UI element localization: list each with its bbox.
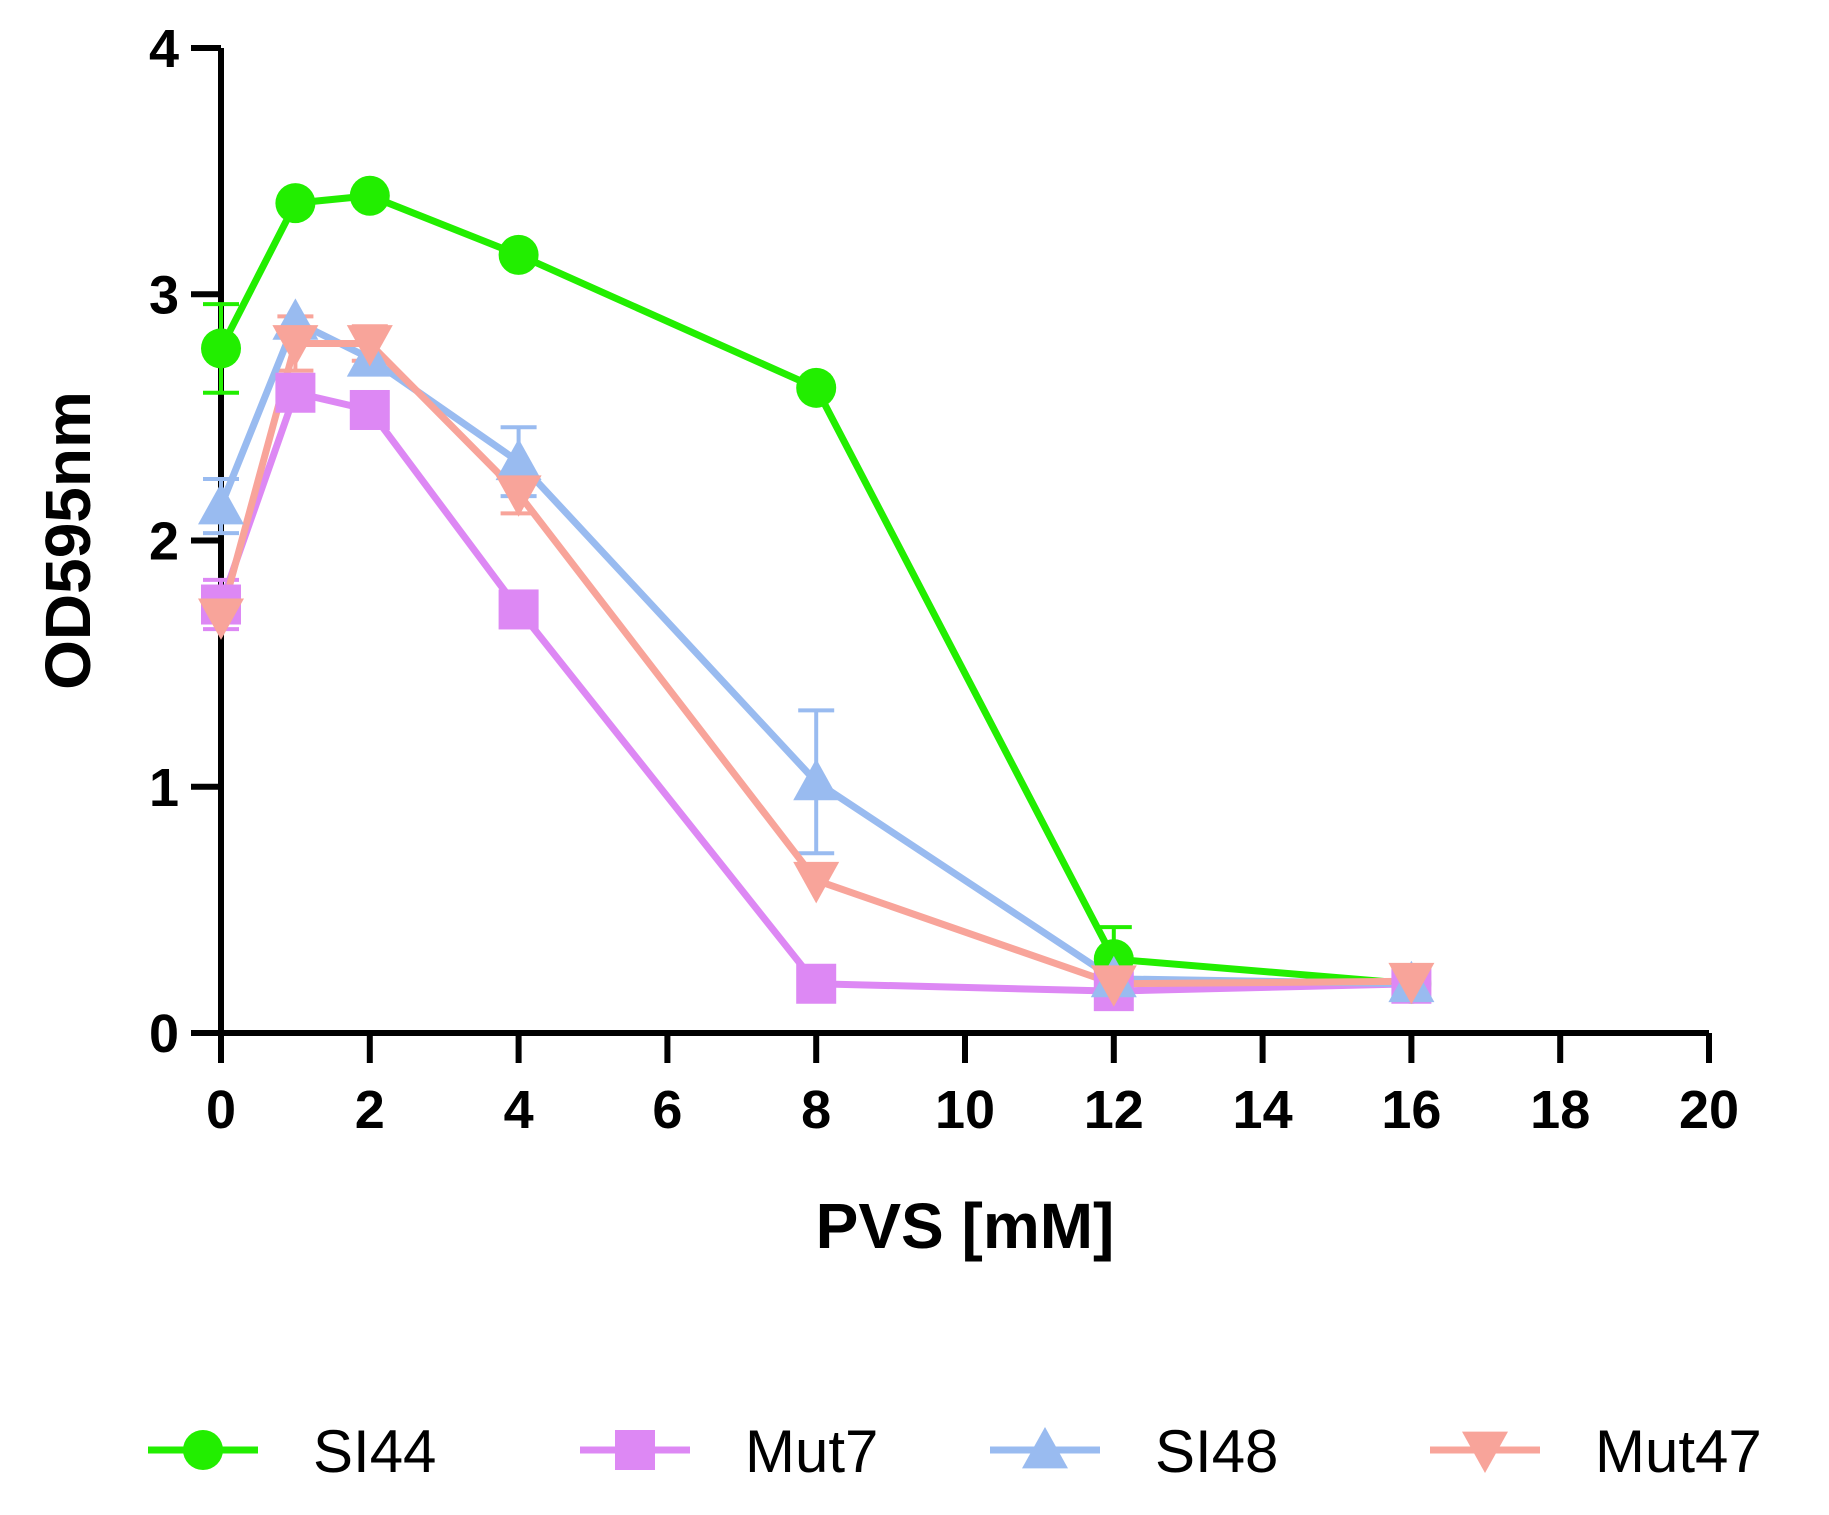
- x-tick-label: 2: [355, 1080, 385, 1140]
- data-point-si44: [796, 367, 837, 408]
- legend-label-mut7: Mut7: [745, 1418, 878, 1485]
- y-tick-label: 4: [149, 19, 179, 79]
- legend-label-mut47: Mut47: [1595, 1418, 1762, 1485]
- legend-marker-mut47: [1462, 1431, 1508, 1473]
- x-axis-title: PVS [mM]: [816, 1190, 1115, 1262]
- data-point-mut47: [346, 325, 393, 367]
- x-tick-label: 6: [652, 1080, 682, 1140]
- data-point-si44: [275, 183, 316, 224]
- legend-label-si44: SI44: [313, 1418, 436, 1485]
- x-tick-label: 12: [1084, 1080, 1144, 1140]
- data-point-mut47: [1388, 962, 1435, 1005]
- data-point-mut47: [495, 475, 542, 517]
- data-point-mut7: [498, 589, 539, 630]
- legend-marker-mut7: [615, 1430, 655, 1470]
- legend: SI44 Mut7 SI48 Mut47: [148, 1418, 1762, 1485]
- legend-marker-si48: [1022, 1427, 1068, 1469]
- data-point-si48: [495, 438, 542, 481]
- y-tick-label: 3: [149, 265, 179, 325]
- x-tick-label: 8: [801, 1080, 831, 1140]
- data-point-mut7: [349, 389, 390, 430]
- legend-label-si48: SI48: [1155, 1418, 1278, 1485]
- y-tick-label: 2: [149, 512, 179, 572]
- y-tick-label: 0: [149, 1004, 179, 1064]
- x-tick-label: 0: [206, 1080, 236, 1140]
- series-markers: [198, 175, 1435, 1012]
- data-point-mut47: [198, 598, 244, 640]
- data-point-mut47: [793, 861, 840, 904]
- legend-marker-si44: [183, 1430, 223, 1470]
- data-point-si48: [198, 483, 244, 525]
- y-tick-label: 1: [149, 758, 179, 818]
- x-tick-label: 14: [1233, 1080, 1293, 1140]
- data-point-mut7: [796, 963, 837, 1004]
- data-point-mut47: [1090, 965, 1137, 1007]
- data-point-si44: [498, 234, 539, 275]
- x-tick-label: 16: [1381, 1080, 1441, 1140]
- data-point-mut47: [272, 325, 319, 367]
- x-tick-label: 10: [935, 1080, 995, 1140]
- y-axis-title: OD595nm: [32, 391, 104, 690]
- x-tick-label: 20: [1679, 1080, 1739, 1140]
- x-tick-label: 4: [504, 1080, 534, 1140]
- data-point-si44: [201, 328, 241, 369]
- data-point-mut7: [275, 372, 316, 413]
- x-tick-label: 18: [1530, 1080, 1590, 1140]
- data-point-si44: [349, 175, 390, 216]
- data-point-si48: [793, 758, 840, 801]
